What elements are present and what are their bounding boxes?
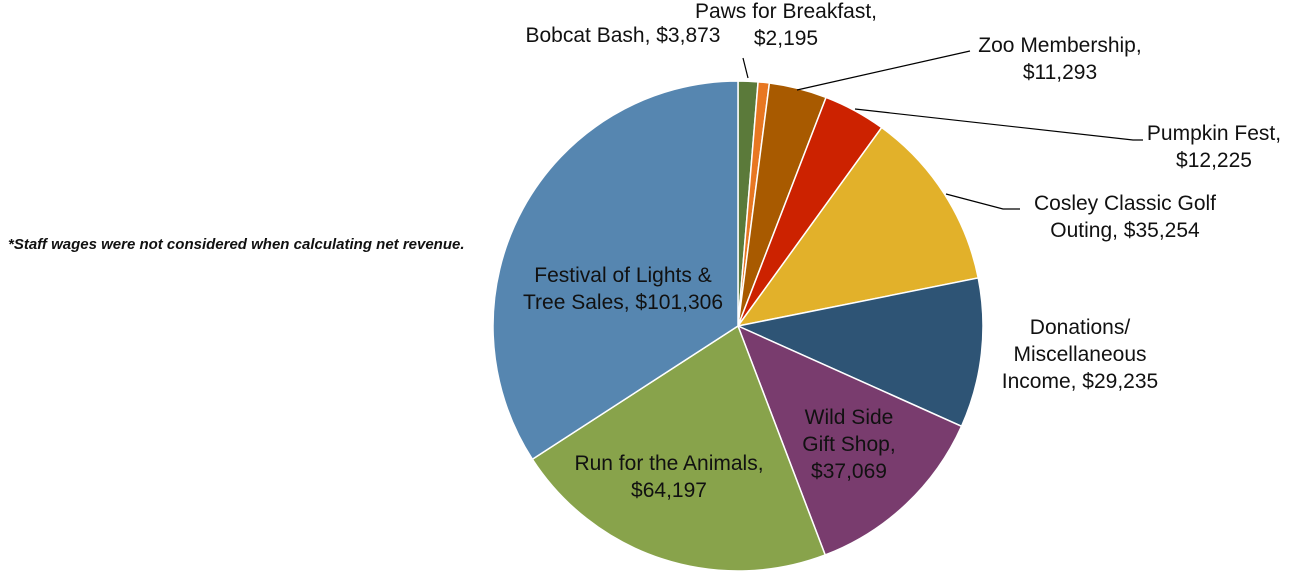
pie-slice-7 bbox=[531, 324, 827, 571]
leader-line-3 bbox=[854, 108, 1143, 141]
slice-label-1: Paws for Breakfast, $2,195 bbox=[695, 0, 877, 50]
slice-label-line: Cosley Classic Golf bbox=[1034, 192, 1216, 215]
slice-label-line: Donations/ bbox=[1030, 316, 1131, 339]
slice-label-line: Outing, $35,254 bbox=[1050, 219, 1200, 242]
slice-label-line: Paws for Breakfast, bbox=[695, 0, 877, 23]
slice-label-7: Run for the Animals, $64,197 bbox=[574, 452, 763, 502]
leader-line-4 bbox=[945, 193, 1020, 210]
slice-label-line: $2,195 bbox=[754, 27, 818, 50]
slice-label-8: Festival of Lights & Tree Sales, $101,306 bbox=[523, 264, 723, 314]
pie-slice-5 bbox=[735, 277, 984, 428]
slice-label-line: $12,225 bbox=[1176, 149, 1252, 172]
slice-label-4: Cosley Classic Golf Outing, $35,254 bbox=[1034, 192, 1216, 242]
slice-label-line: $64,197 bbox=[631, 479, 707, 502]
slice-label-line: Bobcat Bash, $3,873 bbox=[526, 24, 721, 47]
slice-label-3: Pumpkin Fest, $12,225 bbox=[1147, 122, 1281, 172]
slice-label-2: Zoo Membership, $11,293 bbox=[978, 34, 1141, 84]
pie-slice-4 bbox=[736, 126, 980, 328]
slice-label-0: Bobcat Bash, $3,873 bbox=[526, 24, 721, 47]
pie-slice-8 bbox=[492, 80, 739, 461]
slice-label-line: Gift Shop, bbox=[802, 433, 895, 456]
slice-label-line: $11,293 bbox=[1023, 61, 1097, 84]
slice-label-line: Tree Sales, $101,306 bbox=[523, 291, 723, 314]
slice-label-line: Pumpkin Fest, bbox=[1147, 122, 1281, 145]
leader-line-0 bbox=[742, 57, 749, 79]
slice-label-line: Wild Side bbox=[805, 406, 894, 429]
slice-label-5: Donations/Miscellaneous Income, $29,235 bbox=[1002, 316, 1158, 393]
pie-slice-6 bbox=[736, 324, 963, 556]
pie-slices bbox=[492, 80, 984, 571]
slice-label-line: Run for the Animals, bbox=[574, 452, 763, 475]
slice-label-line: Festival of Lights & bbox=[534, 264, 711, 287]
leader-line-2 bbox=[796, 50, 971, 91]
slice-label-line: Income, $29,235 bbox=[1002, 370, 1158, 393]
slice-label-line: Zoo Membership, bbox=[978, 34, 1141, 57]
slice-label-line: $37,069 bbox=[811, 460, 887, 483]
slice-label-6: Wild Side Gift Shop, $37,069 bbox=[802, 406, 895, 483]
footnote: *Staff wages were not considered when ca… bbox=[8, 236, 465, 253]
slice-label-line: Miscellaneous bbox=[1013, 343, 1146, 366]
leader-lines bbox=[742, 50, 1143, 210]
